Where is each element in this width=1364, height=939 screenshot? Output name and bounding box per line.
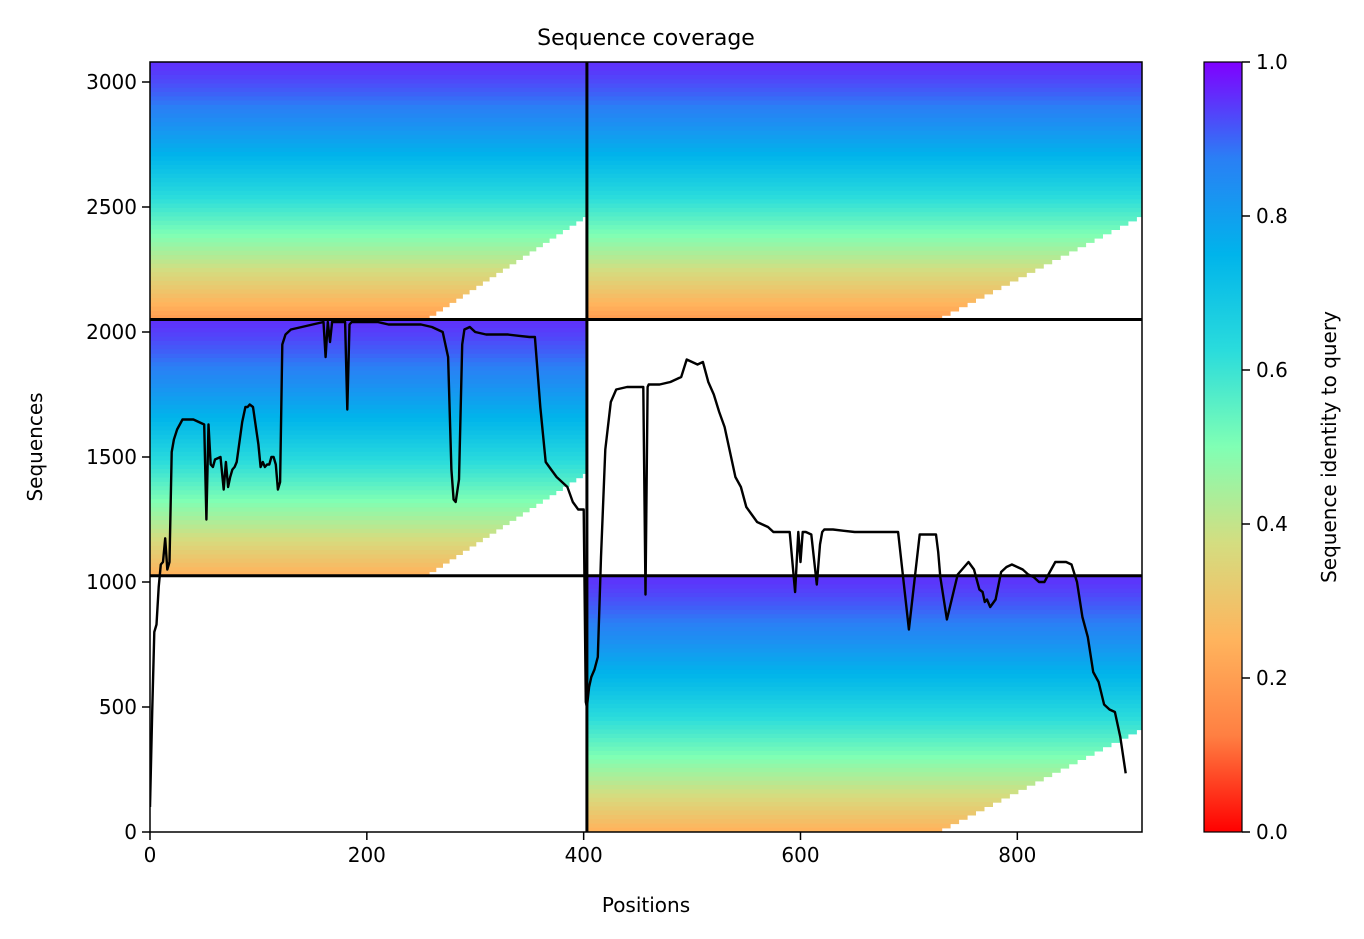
x-axis-ticks: 0 200 400 600 800 xyxy=(144,832,1036,867)
colorbar-tick-label: 1.0 xyxy=(1256,50,1288,74)
y-tick-label: 0 xyxy=(124,820,137,844)
colorbar-tick-label: 0.0 xyxy=(1256,820,1288,844)
x-tick-label: 800 xyxy=(998,843,1036,867)
heatmap-block-2 xyxy=(586,575,1142,832)
y-axis-ticks: 0 500 1000 1500 2000 2500 3000 xyxy=(86,70,150,844)
coverage-heatmap xyxy=(150,62,1142,832)
colorbar-tick-label: 0.4 xyxy=(1256,512,1288,536)
y-tick-label: 500 xyxy=(99,695,137,719)
plot-frame xyxy=(149,61,1143,833)
y-tick-label: 1500 xyxy=(86,445,137,469)
x-axis-label: Positions xyxy=(602,893,690,917)
colorbar-tick-label: 0.2 xyxy=(1256,666,1288,690)
x-tick-label: 200 xyxy=(348,843,386,867)
y-axis-label: Sequences xyxy=(23,392,47,501)
x-tick-label: 0 xyxy=(144,843,157,867)
y-tick-label: 2000 xyxy=(86,320,137,344)
x-tick-label: 400 xyxy=(565,843,603,867)
y-tick-label: 2500 xyxy=(86,195,137,219)
y-tick-label: 3000 xyxy=(86,70,137,94)
chart-title: Sequence coverage xyxy=(537,26,755,51)
heatmap-block-3 xyxy=(586,62,1142,321)
colorbar-ticks: 0.0 0.2 0.4 0.6 0.8 1.0 xyxy=(1242,50,1288,844)
heatmap-block-0 xyxy=(150,319,587,577)
coverage-line xyxy=(150,320,1127,808)
colorbar-tick-label: 0.6 xyxy=(1256,358,1288,382)
x-tick-label: 600 xyxy=(781,843,819,867)
y-tick-label: 1000 xyxy=(86,570,137,594)
colorbar-tick-label: 0.8 xyxy=(1256,204,1288,228)
heatmap-block-1 xyxy=(150,62,587,321)
colorbar-label: Sequence identity to query xyxy=(1317,311,1341,583)
colorbar xyxy=(1203,61,1243,833)
